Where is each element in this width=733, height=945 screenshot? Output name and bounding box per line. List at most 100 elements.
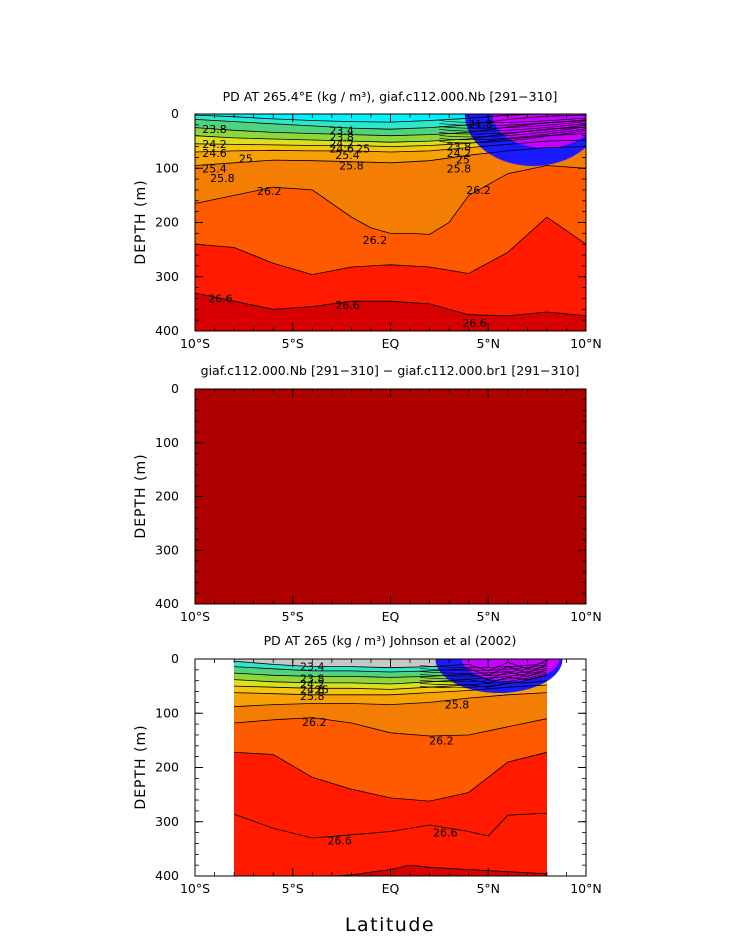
y-tick-label: 400 — [155, 596, 179, 611]
density-band — [234, 752, 547, 838]
contour-label: 26.6 — [327, 835, 352, 848]
isopycnal-line — [439, 121, 586, 129]
contour-label: 26.6 — [462, 317, 487, 330]
isopycnal-line — [234, 692, 547, 708]
y-tick-label: 0 — [171, 651, 179, 666]
contour-label: 25 — [356, 143, 370, 156]
y-tick-label: 200 — [155, 215, 179, 230]
isopycnal-line — [439, 119, 586, 126]
y-tick-label: 400 — [155, 323, 179, 338]
panel-3-title: PD AT 265 (kg / m³) Johnson et al (2002) — [264, 633, 517, 648]
x-tick-label: EQ — [382, 881, 400, 896]
isopycnal-line — [195, 139, 586, 153]
panel-2-axes: 10°S 5°S EQ 5°N 10°N 0 100 200 300 400 — [155, 381, 602, 624]
contour-label: 25.4 — [335, 149, 360, 162]
contour-label: 24.2 — [300, 678, 325, 691]
contour-label: 26.2 — [257, 185, 282, 198]
isopycnal-line — [234, 684, 547, 696]
contour-label: 25.8 — [300, 690, 325, 703]
density-band — [195, 165, 586, 275]
x-tick-label: EQ — [382, 336, 400, 351]
x-tick-label: 5°N — [476, 609, 500, 624]
panel-1-title: PD AT 265.4°E (kg / m³), giaf.c112.000.N… — [223, 89, 558, 104]
contour-label: 26.6 — [208, 292, 233, 305]
y-tick-label: 200 — [155, 760, 179, 775]
x-tick-label: EQ — [382, 609, 400, 624]
panel-1-axes: 10°S 5°S EQ 5°N 10°N 0 100 200 300 400 — [155, 106, 602, 351]
contour-label: 26.6 — [433, 827, 458, 840]
y-tick-label: 400 — [155, 868, 179, 883]
x-tick-label: 10°S — [180, 336, 210, 351]
panel-3: PD AT 265 (kg / m³) Johnson et al (2002)… — [133, 633, 602, 896]
contour-label: 21.8 — [468, 118, 493, 131]
contour-label: 25.8 — [447, 162, 472, 175]
x-tick-label: 5°S — [282, 609, 304, 624]
contour-label: 25 — [456, 154, 470, 167]
x-tick-label: 5°S — [282, 881, 304, 896]
density-band — [234, 675, 547, 690]
contour-label: 25.8 — [339, 160, 364, 173]
density-band — [234, 692, 547, 736]
isopycnal-line — [439, 126, 586, 138]
isopycnal-line — [234, 717, 547, 737]
isopycnal-line — [331, 864, 547, 876]
isopycnal-line — [195, 165, 586, 235]
isopycnal-line — [419, 662, 547, 668]
panel-1-contours: 23.824.224.6 2525.425.826.226.623.423.824… — [195, 114, 586, 331]
isopycnal-line — [195, 114, 586, 130]
contour-label: 25.8 — [210, 172, 235, 185]
density-band — [234, 669, 547, 684]
y-tick-label: 200 — [155, 489, 179, 504]
contour-label: 25 — [315, 683, 329, 696]
density-band — [234, 660, 547, 676]
isopycnal-line — [234, 751, 547, 802]
density-band — [195, 133, 586, 152]
density-band — [195, 127, 586, 147]
isopycnal-line — [195, 114, 586, 123]
contour-label: 26.2 — [466, 184, 491, 197]
contour-label: 26.2 — [363, 234, 388, 247]
density-band — [195, 293, 586, 331]
contour-label: 23.8 — [202, 123, 227, 136]
y-tick-label: 300 — [155, 542, 179, 557]
density-band — [195, 115, 586, 136]
panel-3-ylabel: DEPTH (m) — [133, 724, 149, 809]
x-tick-label: 5°S — [282, 336, 304, 351]
x-tick-label: 5°N — [476, 336, 500, 351]
x-tick-label: 10°N — [570, 881, 602, 896]
isopycnal-line — [439, 117, 586, 123]
y-tick-label: 0 — [171, 106, 179, 121]
y-tick-label: 100 — [155, 435, 179, 450]
contour-label: 24.6 — [202, 147, 227, 160]
density-band — [234, 717, 547, 802]
isopycnal-line — [195, 133, 586, 148]
density-band — [195, 146, 586, 235]
isopycnal-line — [195, 292, 586, 317]
y-tick-label: 0 — [171, 381, 179, 396]
panel-2-title: giaf.c112.000.Nb [291−310] − giaf.c112.0… — [201, 363, 580, 378]
isopycnal-line — [195, 120, 586, 137]
density-band — [234, 685, 547, 707]
isopycnal-line — [439, 128, 586, 141]
contour-label: 26.6 — [335, 299, 360, 312]
isopycnal-line — [419, 667, 547, 677]
isopycnal-line — [419, 669, 547, 680]
panel-1: PD AT 265.4°E (kg / m³), giaf.c112.000.N… — [133, 89, 602, 351]
x-tick-label: 10°N — [570, 609, 602, 624]
panel-2: giaf.c112.000.Nb [291−310] − giaf.c112.0… — [133, 363, 602, 624]
contour-label: 24.2 — [447, 147, 472, 160]
contour-label: 25.8 — [445, 699, 470, 712]
isopycnal-line — [439, 130, 586, 144]
isopycnal-line — [195, 216, 586, 276]
isopycnal-line — [419, 675, 547, 689]
density-band — [234, 680, 547, 695]
contour-label: 25.4 — [202, 162, 227, 175]
x-axis-label: Latitude — [345, 914, 435, 936]
density-band — [195, 217, 586, 316]
isopycnal-line — [419, 673, 547, 686]
isopycnal-line — [234, 659, 548, 672]
density-band — [234, 813, 547, 876]
contour-label: 23.8 — [329, 131, 354, 144]
panel-3-axes: 10°S 5°S EQ 5°N 10°N 0 100 200 300 400 — [155, 651, 602, 896]
